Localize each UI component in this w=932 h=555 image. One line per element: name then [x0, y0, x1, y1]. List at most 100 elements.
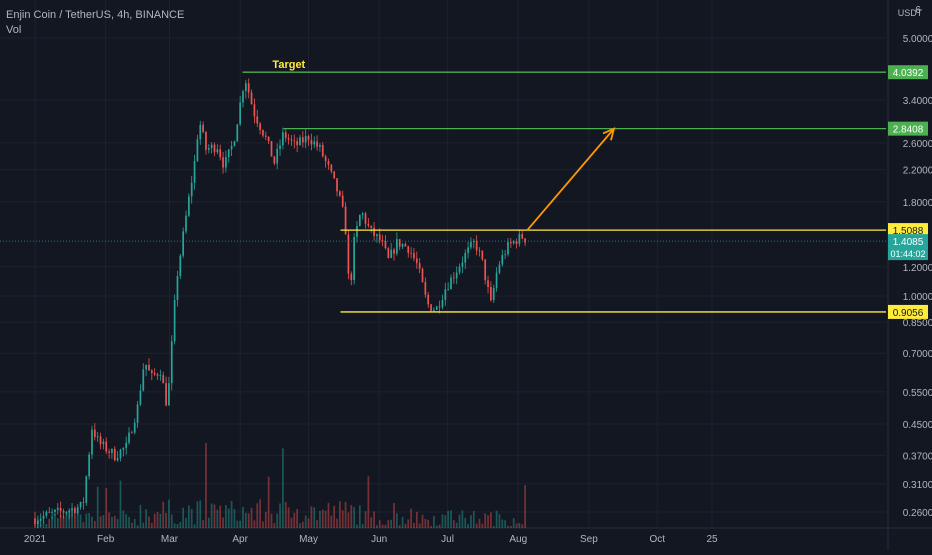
volume-bar: [56, 518, 59, 528]
symbol-title[interactable]: Enjin Coin / TetherUS, 4h, BINANCE: [6, 9, 185, 21]
candle-body: [287, 137, 290, 140]
candle-body: [353, 237, 355, 281]
candle-body: [350, 273, 353, 281]
volume-bar: [145, 509, 147, 528]
volume-bar: [293, 512, 296, 528]
volume-bar: [102, 515, 105, 528]
volume-bar: [119, 480, 122, 528]
candle-body: [438, 306, 441, 308]
volume-bar: [512, 518, 515, 528]
volume-bar: [521, 524, 524, 528]
candle-body: [170, 341, 173, 384]
candle-body: [45, 511, 48, 516]
candle-body: [390, 249, 393, 258]
volume-bar: [356, 524, 358, 528]
candle-body: [324, 156, 327, 161]
candle-body: [264, 135, 267, 137]
volume-bar: [264, 511, 267, 528]
volume-bar: [524, 485, 526, 528]
candle-body: [472, 241, 475, 243]
y-tick-label: 1.2000: [903, 263, 932, 274]
volume-bar: [433, 516, 435, 528]
volume-bar: [256, 503, 259, 528]
volume-bar: [515, 523, 518, 528]
volume-bar: [327, 502, 330, 528]
candle-body: [467, 247, 469, 253]
x-tick-label: 2021: [24, 534, 47, 545]
candle-body: [210, 144, 213, 149]
volume-bar: [481, 523, 484, 528]
volume-bar: [339, 501, 341, 528]
volume-bar: [384, 524, 387, 528]
candle-body: [384, 241, 387, 249]
level-price-tag-1: [888, 121, 928, 136]
volume-bar: [105, 488, 108, 528]
level-price-tag-3: [888, 304, 928, 319]
candle-body: [85, 476, 88, 503]
volume-bar: [225, 505, 227, 528]
candle-body: [450, 277, 452, 290]
volume-bar: [452, 520, 455, 528]
candle-body: [313, 141, 316, 145]
volume-bar: [111, 516, 113, 528]
volume-bar: [62, 516, 65, 528]
candle-body: [279, 145, 281, 149]
candle-body: [507, 242, 509, 255]
volume-bar: [59, 515, 62, 528]
candle-body: [91, 429, 93, 455]
volume-bar: [370, 517, 373, 528]
candle-body: [495, 272, 498, 288]
candle-body: [293, 140, 296, 142]
volume-bar: [91, 516, 93, 528]
candle-body: [267, 136, 270, 141]
candle-body: [347, 234, 350, 274]
candle-body: [190, 182, 193, 197]
volume-bar: [427, 519, 430, 528]
volume-bar: [262, 521, 264, 528]
candle-body: [51, 511, 53, 513]
volume-bar: [450, 510, 452, 528]
candle-body: [410, 252, 412, 254]
volume-bar: [478, 518, 481, 528]
volume-bar: [484, 513, 487, 528]
volume-bar: [239, 520, 242, 528]
candle-body: [356, 226, 358, 238]
volume-bar: [282, 448, 284, 528]
volume-bar: [207, 517, 210, 528]
candle-body: [435, 306, 438, 310]
candle-body: [199, 124, 202, 140]
volume-indicator-label[interactable]: Vol: [6, 24, 22, 36]
volume-bar: [185, 517, 187, 528]
volume-bar: [444, 515, 447, 528]
volume-bar: [504, 520, 506, 528]
volume-bar: [108, 512, 110, 528]
volume-bar: [267, 476, 270, 528]
level-price-label-2: 1.5088: [893, 226, 924, 237]
candle-body: [48, 511, 51, 513]
chart-legend: Enjin Coin / TetherUS, 4h, BINANCE Vol: [6, 8, 184, 38]
candle-body: [65, 512, 68, 514]
candle-body: [336, 178, 338, 192]
x-tick-label: Sep: [580, 534, 598, 545]
candle-body: [478, 250, 481, 252]
volume-bar: [301, 521, 304, 528]
candle-body: [504, 254, 506, 256]
volume-bar: [65, 511, 68, 528]
candle-body: [487, 280, 489, 288]
candle-body: [381, 240, 384, 242]
volume-bar: [96, 486, 99, 528]
y-tick-label: 1.8000: [903, 198, 932, 209]
candle-body: [498, 264, 501, 273]
candle-body: [253, 104, 256, 117]
candle-body: [378, 234, 381, 241]
candle-body: [296, 141, 298, 146]
candle-body: [398, 239, 401, 247]
level-annotation-0: Target: [272, 59, 305, 71]
volume-bar: [336, 518, 338, 528]
volume-bar: [122, 510, 125, 528]
volume-bar: [424, 519, 427, 528]
volume-bar: [125, 514, 128, 528]
